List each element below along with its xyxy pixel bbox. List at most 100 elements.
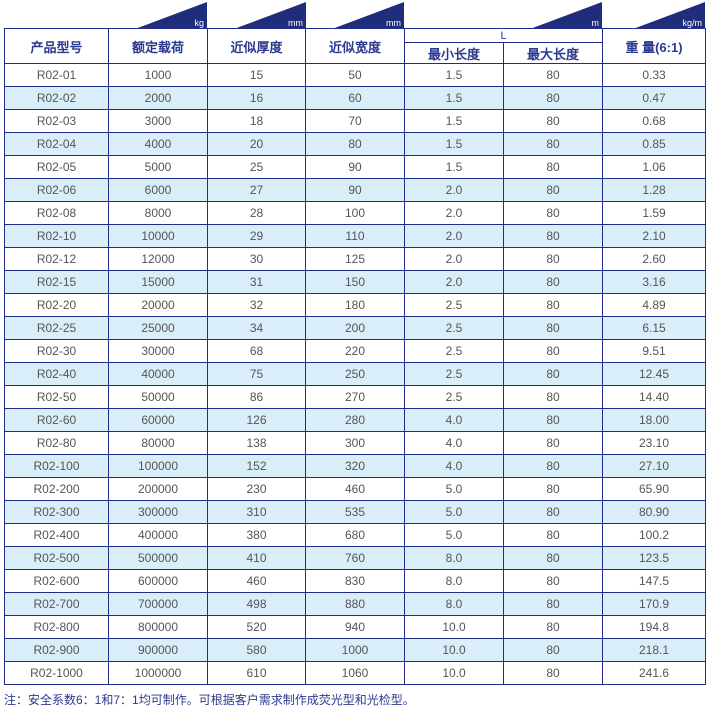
table-row: R02-800 800000 520 940 10.0 80 194.8 [4,615,706,639]
unit-marker-load: kg [135,2,207,29]
cell-weight: 65.90 [602,477,706,501]
cell-model: R02-03 [4,109,109,133]
cell-load: 2000 [108,86,208,110]
cell-model: R02-05 [4,155,109,179]
unit-marker-width: mm [332,2,404,29]
cell-load: 700000 [108,592,208,616]
cell-max-length: 80 [503,500,603,524]
cell-min-length: 2.5 [404,339,504,363]
header-min-length: 最小长度 [404,42,504,64]
cell-max-length: 80 [503,408,603,432]
cell-weight: 0.68 [602,109,706,133]
cell-max-length: 80 [503,316,603,340]
cell-max-length: 80 [503,201,603,225]
cell-load: 80000 [108,431,208,455]
cell-max-length: 80 [503,385,603,409]
cell-min-length: 2.5 [404,362,504,386]
cell-min-length: 8.0 [404,546,504,570]
cell-width: 200 [305,316,405,340]
cell-min-length: 4.0 [404,408,504,432]
cell-model: R02-500 [4,546,109,570]
cell-min-length: 1.5 [404,63,504,87]
cell-weight: 1.28 [602,178,706,202]
cell-load: 20000 [108,293,208,317]
header-weight: 重 量(6:1) [602,28,706,64]
table-row: R02-1000 1000000 610 1060 10.0 80 241.6 [4,661,706,685]
cell-width: 100 [305,201,405,225]
cell-width: 150 [305,270,405,294]
cell-model: R02-06 [4,178,109,202]
cell-max-length: 80 [503,431,603,455]
cell-width: 830 [305,569,405,593]
cell-model: R02-10 [4,224,109,248]
cell-max-length: 80 [503,569,603,593]
cell-thickness: 31 [207,270,306,294]
cell-load: 30000 [108,339,208,363]
spec-table: 产品型号 额定载荷 近似厚度 近似宽度 L 重 量(6:1) 最小长度 最大长度… [4,27,706,685]
cell-thickness: 30 [207,247,306,271]
footnote: 注：安全系数6：1和7：1均可制作。可根据客户需求制作成荧光型和光检型。 [4,693,415,707]
cell-thickness: 29 [207,224,306,248]
cell-min-length: 2.5 [404,293,504,317]
cell-thickness: 380 [207,523,306,547]
cell-model: R02-40 [4,362,109,386]
cell-width: 940 [305,615,405,639]
cell-model: R02-20 [4,293,109,317]
cell-width: 880 [305,592,405,616]
cell-model: R02-800 [4,615,109,639]
cell-thickness: 34 [207,316,306,340]
header-length-group: L [404,27,603,44]
cell-min-length: 2.5 [404,385,504,409]
cell-width: 90 [305,155,405,179]
cell-model: R02-200 [4,477,109,501]
table-row: R02-30 30000 68 220 2.5 80 9.51 [4,339,706,363]
cell-max-length: 80 [503,477,603,501]
table-row: R02-80 80000 138 300 4.0 80 23.10 [4,431,706,455]
cell-load: 60000 [108,408,208,432]
cell-weight: 9.51 [602,339,706,363]
cell-thickness: 138 [207,431,306,455]
cell-width: 50 [305,63,405,87]
cell-width: 125 [305,247,405,271]
cell-min-length: 4.0 [404,454,504,478]
cell-load: 8000 [108,201,208,225]
table-row: R02-04 4000 20 80 1.5 80 0.85 [4,132,706,156]
cell-width: 460 [305,477,405,501]
table-row: R02-500 500000 410 760 8.0 80 123.5 [4,546,706,570]
cell-min-length: 1.5 [404,86,504,110]
table-row: R02-02 2000 16 60 1.5 80 0.47 [4,86,706,110]
cell-min-length: 2.0 [404,247,504,271]
cell-load: 900000 [108,638,208,662]
cell-weight: 1.06 [602,155,706,179]
table-row: R02-40 40000 75 250 2.5 80 12.45 [4,362,706,386]
cell-thickness: 152 [207,454,306,478]
cell-max-length: 80 [503,592,603,616]
cell-thickness: 410 [207,546,306,570]
cell-thickness: 75 [207,362,306,386]
cell-load: 400000 [108,523,208,547]
cell-model: R02-02 [4,86,109,110]
cell-thickness: 498 [207,592,306,616]
cell-min-length: 2.5 [404,316,504,340]
cell-thickness: 27 [207,178,306,202]
table-row: R02-25 25000 34 200 2.5 80 6.15 [4,316,706,340]
cell-model: R02-1000 [4,661,109,685]
cell-width: 220 [305,339,405,363]
cell-max-length: 80 [503,523,603,547]
cell-weight: 12.45 [602,362,706,386]
cell-weight: 3.16 [602,270,706,294]
cell-model: R02-900 [4,638,109,662]
cell-load: 40000 [108,362,208,386]
cell-width: 110 [305,224,405,248]
cell-thickness: 20 [207,132,306,156]
cell-thickness: 18 [207,109,306,133]
cell-load: 10000 [108,224,208,248]
cell-min-length: 8.0 [404,592,504,616]
cell-model: R02-700 [4,592,109,616]
cell-load: 50000 [108,385,208,409]
cell-min-length: 2.0 [404,270,504,294]
header-max-length: 最大长度 [503,42,603,64]
header-model: 产品型号 [4,28,109,64]
cell-width: 270 [305,385,405,409]
cell-weight: 123.5 [602,546,706,570]
